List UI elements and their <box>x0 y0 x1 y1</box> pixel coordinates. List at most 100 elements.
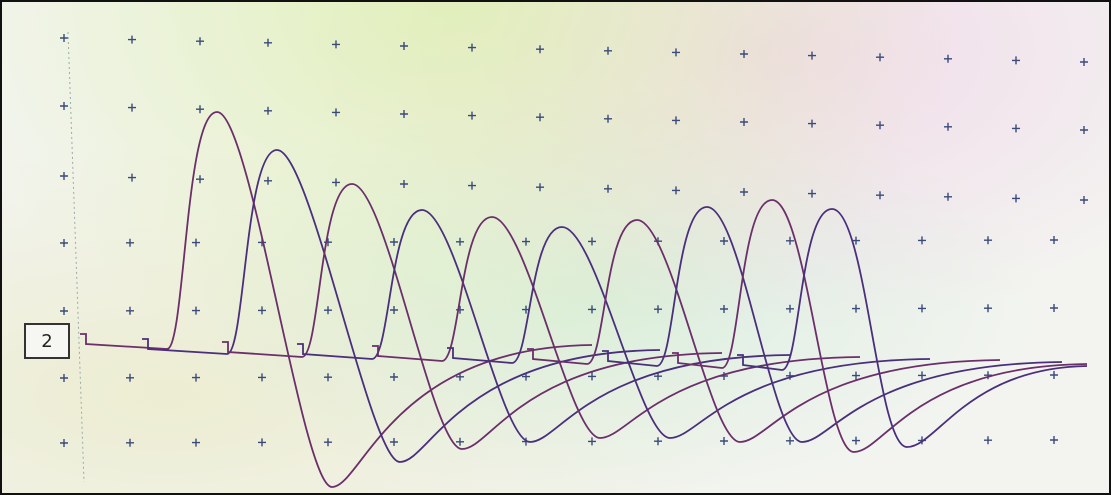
grid-cross <box>944 55 952 63</box>
grid-cross <box>400 42 408 50</box>
grid-cross <box>196 37 204 45</box>
axis-line <box>68 32 84 482</box>
grid-cross <box>604 115 612 123</box>
grid-cross <box>984 236 992 244</box>
grid-cross <box>808 190 816 198</box>
grid-cross <box>588 437 596 445</box>
grid-cross <box>1050 236 1058 244</box>
grid-cross <box>324 373 332 381</box>
grid-cross <box>60 239 68 247</box>
grid-cross <box>332 178 340 186</box>
grid-cross <box>852 437 860 445</box>
monitor-screen: 2 <box>0 0 1111 495</box>
grid-cross <box>588 305 596 313</box>
grid-cross <box>390 238 398 246</box>
grid-cross <box>128 174 136 182</box>
grid-cross <box>536 183 544 191</box>
grid-cross <box>456 238 464 246</box>
grid-cross <box>604 47 612 55</box>
waveform <box>527 220 1000 442</box>
grid-cross <box>390 306 398 314</box>
grid-cross <box>192 307 200 315</box>
grid-cross <box>390 373 398 381</box>
grid-cross <box>258 373 266 381</box>
grid-cross <box>786 237 794 245</box>
grid-cross <box>604 185 612 193</box>
grid-cross <box>918 236 926 244</box>
grid-cross <box>876 121 884 129</box>
grid-cross <box>654 437 662 445</box>
grid-cross <box>672 116 680 124</box>
grid-cross <box>672 48 680 56</box>
grid-cross <box>654 305 662 313</box>
waveform <box>672 200 1087 452</box>
grid-cross <box>786 305 794 313</box>
grid-cross <box>740 50 748 58</box>
grid-cross <box>196 105 204 113</box>
grid-cross <box>324 306 332 314</box>
grid-cross <box>196 175 204 183</box>
grid-cross <box>944 123 952 131</box>
grid-cross <box>60 102 68 110</box>
grid-cross <box>126 239 134 247</box>
grid-cross <box>786 437 794 445</box>
grid-cross <box>1080 126 1088 134</box>
grid-cross <box>1012 194 1020 202</box>
grid-cross <box>536 45 544 53</box>
grid-cross <box>60 374 68 382</box>
grid-cross <box>720 305 728 313</box>
grid-cross <box>1012 56 1020 64</box>
grid-cross <box>944 193 952 201</box>
grid-cross <box>128 104 136 112</box>
grid-cross <box>852 372 860 380</box>
grid-cross <box>1050 436 1058 444</box>
grid-cross <box>400 180 408 188</box>
grid-cross <box>126 439 134 447</box>
grid-cross <box>264 177 272 185</box>
grid-cross <box>264 107 272 115</box>
grid-cross <box>468 44 476 52</box>
grid-cross <box>192 239 200 247</box>
grid-cross <box>1050 371 1058 379</box>
grid-cross <box>740 118 748 126</box>
grid-cross <box>126 307 134 315</box>
grid-cross <box>918 371 926 379</box>
grid-cross <box>720 437 728 445</box>
grid-cross <box>468 112 476 120</box>
grid-cross <box>876 191 884 199</box>
grid-cross <box>672 186 680 194</box>
grid-cross <box>720 237 728 245</box>
grid-cross <box>1050 304 1058 312</box>
grid-cross <box>400 110 408 118</box>
grid-cross <box>332 40 340 48</box>
grid-cross <box>1080 196 1088 204</box>
channel-label: 2 <box>24 323 70 359</box>
grid-cross <box>192 439 200 447</box>
grid-cross <box>468 182 476 190</box>
grid-cross <box>808 120 816 128</box>
grid-cross <box>332 108 340 116</box>
grid-cross <box>60 172 68 180</box>
grid-cross <box>536 113 544 121</box>
grid-cross <box>126 374 134 382</box>
grid-cross <box>192 374 200 382</box>
grid-cross <box>60 34 68 42</box>
grid-cross <box>1080 58 1088 66</box>
waveform-display <box>2 2 1109 493</box>
grid-cross <box>1012 124 1020 132</box>
grid-cross <box>984 304 992 312</box>
grid-cross <box>852 305 860 313</box>
grid-cross <box>808 52 816 60</box>
grid-cross <box>588 237 596 245</box>
grid-cross <box>984 436 992 444</box>
grid-cross <box>258 306 266 314</box>
grid-cross <box>588 372 596 380</box>
grid-cross <box>264 39 272 47</box>
grid-cross <box>740 188 748 196</box>
waveform <box>80 112 592 487</box>
grid-cross <box>522 238 530 246</box>
grid-cross <box>60 439 68 447</box>
grid-cross <box>60 307 68 315</box>
grid-cross <box>456 438 464 446</box>
grid-cross <box>128 36 136 44</box>
